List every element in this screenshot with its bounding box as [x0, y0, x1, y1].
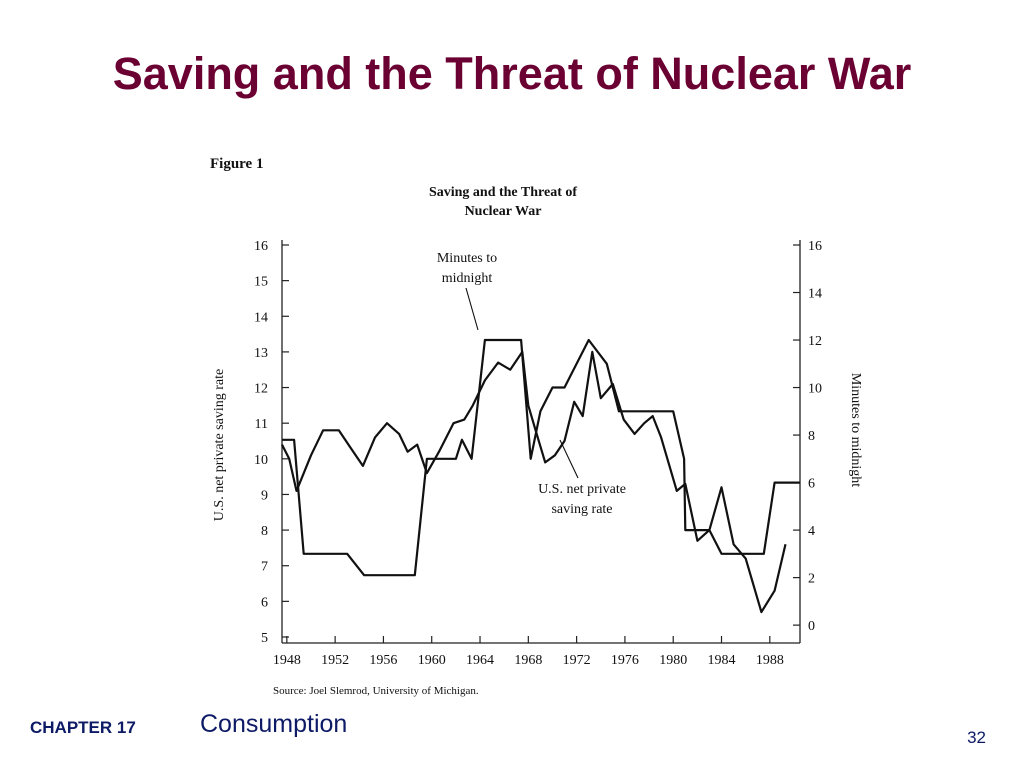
plot-frame [281, 240, 801, 644]
x-axis-tick-label: 1984 [708, 653, 736, 668]
annotation-saving-line2: saving rate [551, 502, 612, 517]
slide-title: Saving and the Threat of Nuclear War [112, 48, 912, 99]
annotation-saving-leader [559, 439, 579, 479]
chart-source: Source: Joel Slemrod, University of Mich… [273, 685, 479, 697]
x-axis-ticks: 1948 1952 1956 1960 1964 1968 1972 1976 1980 1984… [273, 636, 784, 668]
right-axis-tick-label: 12 [808, 334, 822, 349]
right-axis-tick-label: 8 [808, 429, 815, 444]
y-axis-left-label: U.S. net private saving rate [212, 369, 227, 521]
left-axis-tick-label: 9 [261, 488, 268, 503]
x-axis-tick-label: 1952 [321, 653, 349, 668]
series-minutes-to-midnight [282, 338, 800, 577]
left-axis-tick-label: 16 [254, 239, 268, 254]
y-axis-right-label: Minutes to midnight [848, 373, 863, 487]
x-axis-tick-label: 1988 [756, 653, 784, 668]
left-axis-tick-label: 5 [261, 631, 268, 646]
left-axis-tick-label: 12 [254, 382, 268, 397]
x-axis-tick-label: 1948 [273, 653, 301, 668]
x-axis-tick-label: 1968 [514, 653, 542, 668]
right-axis-tick-label: 4 [808, 524, 815, 539]
x-axis-tick-label: 1980 [659, 653, 687, 668]
x-axis-tick-label: 1956 [369, 653, 397, 668]
left-axis-tick-label: 7 [261, 560, 268, 575]
left-axis-tick-label: 15 [254, 275, 268, 290]
right-axis-tick-label: 10 [808, 382, 822, 397]
left-axis-tick-label: 11 [255, 417, 268, 432]
x-axis-tick-label: 1972 [563, 653, 591, 668]
annotation-saving-line1: U.S. net private [538, 482, 626, 497]
page-number: 32 [967, 728, 986, 747]
left-axis-ticks: 5 6 7 8 9 10 11 12 13 14 15 16 [254, 239, 289, 646]
x-axis-tick-label: 1976 [611, 653, 639, 668]
right-axis-tick-label: 14 [808, 287, 822, 302]
chart-title-line1: Saving and the Threat of [429, 185, 577, 200]
left-axis-tick-label: 6 [261, 595, 268, 610]
right-axis-ticks: 0 2 4 6 8 10 12 14 16 [793, 239, 822, 634]
x-axis-tick-label: 1964 [466, 653, 494, 668]
chapter-topic: Consumption [200, 710, 348, 738]
right-axis-tick-label: 6 [808, 477, 815, 492]
right-axis-tick-label: 2 [808, 572, 815, 587]
chapter-label: CHAPTER 17 [30, 718, 136, 737]
left-axis-tick-label: 14 [254, 310, 268, 325]
right-axis-tick-label: 0 [808, 619, 815, 634]
right-axis-tick-label: 16 [808, 239, 822, 254]
left-axis-tick-label: 10 [254, 453, 268, 468]
annotation-minutes-line1: Minutes to [437, 251, 497, 266]
series-saving-rate [281, 350, 787, 614]
x-axis-tick-label: 1960 [418, 653, 446, 668]
figure-label: Figure 1 [210, 156, 263, 172]
left-axis-tick-label: 13 [254, 346, 268, 361]
annotation-minutes-leader [465, 287, 479, 331]
annotation-minutes-line2: midnight [442, 271, 493, 286]
left-axis-tick-label: 8 [261, 524, 268, 539]
chart-title-line2: Nuclear War [465, 204, 542, 219]
